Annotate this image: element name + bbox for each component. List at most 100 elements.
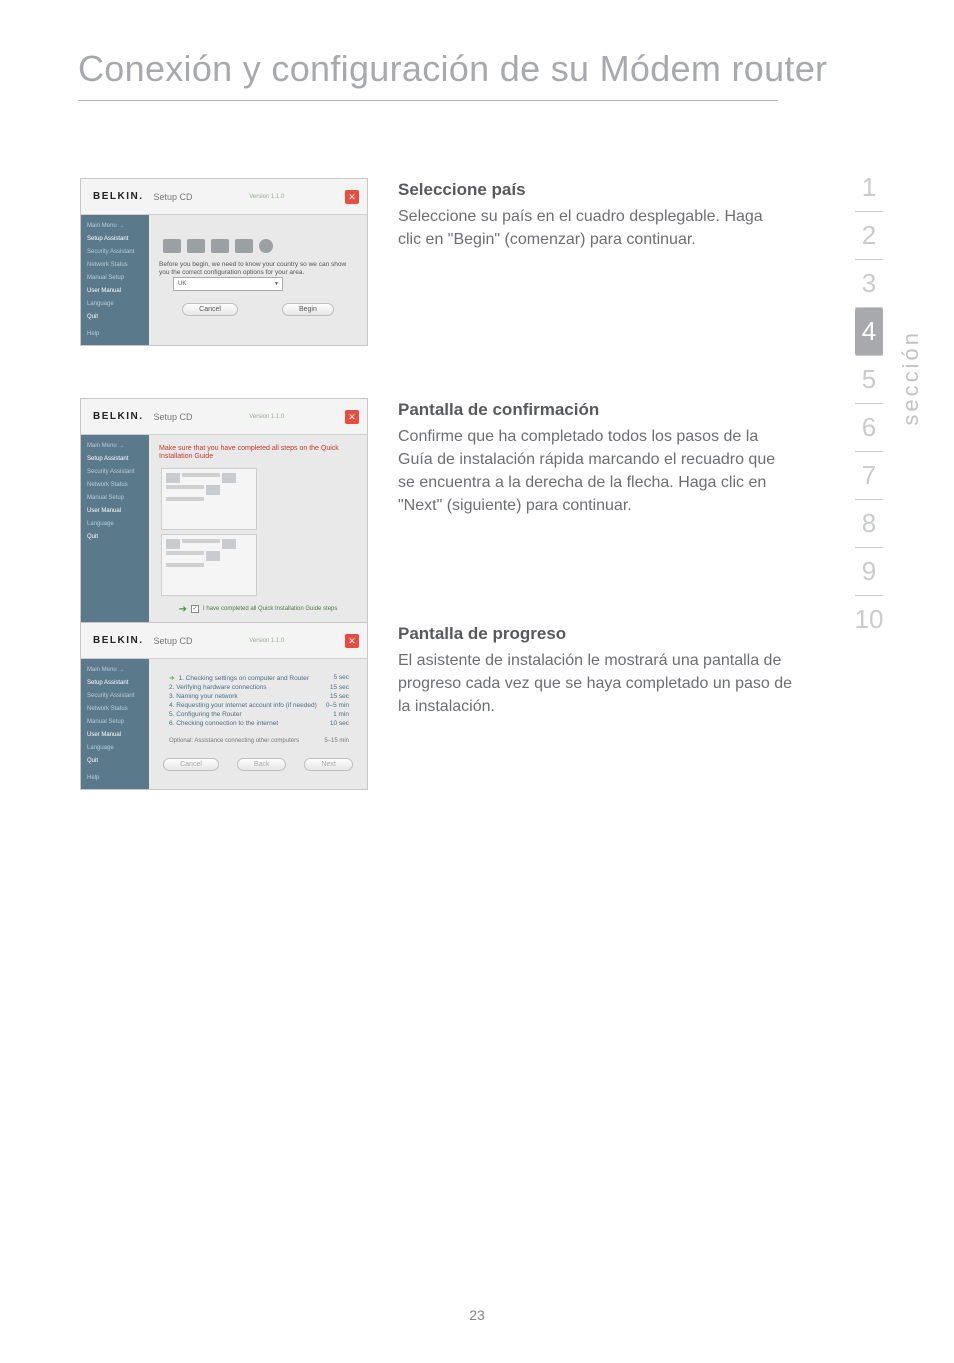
page-title: Conexión y configuración de su Módem rou… — [78, 48, 827, 90]
dialog-main: Before you begin, we need to know your c… — [149, 215, 367, 345]
block-select-country: BELKIN. Setup CD Version 1.1.0 ✕ Main Me… — [80, 178, 788, 346]
sidebar-item-manual[interactable]: User Manual — [87, 288, 143, 294]
dialog-version: Version 1.1.0 — [249, 194, 284, 200]
text-block-3: Pantalla de progreso El asistente de ins… — [398, 622, 808, 790]
nav-3[interactable]: 3 — [852, 260, 886, 307]
sidebar-item[interactable]: Manual Setup — [87, 719, 143, 725]
section-nav: 1 2 3 4 5 6 7 8 9 10 — [852, 164, 886, 643]
belkin-logo: BELKIN. — [93, 191, 144, 202]
progress-row: 6. Checking connection to the internet10… — [169, 719, 357, 728]
sidebar-item-setup[interactable]: Setup Assistant — [87, 680, 143, 686]
dialog-header: BELKIN. Setup CD Version 1.1.0 ✕ — [81, 179, 367, 215]
sidebar-item-quit[interactable]: Quit — [87, 314, 143, 320]
title-rule — [78, 100, 778, 101]
sidebar-item[interactable]: Language — [87, 521, 143, 527]
nav-10[interactable]: 10 — [852, 596, 886, 643]
device-icon — [211, 239, 229, 253]
sidebar-item[interactable]: Security Assistant — [87, 249, 143, 255]
nav-5[interactable]: 5 — [852, 356, 886, 403]
nav-7[interactable]: 7 — [852, 452, 886, 499]
body-text: Confirme que ha completado todos los pas… — [398, 425, 788, 518]
sidebar-item[interactable]: Network Status — [87, 706, 143, 712]
sidebar-item-manual[interactable]: User Manual — [87, 508, 143, 514]
sidebar-item[interactable]: Network Status — [87, 482, 143, 488]
dialog-version: Version 1.1.0 — [249, 414, 284, 420]
country-select[interactable]: UK — [173, 277, 283, 291]
nav-8[interactable]: 8 — [852, 500, 886, 547]
arrow-icon: ➔ — [179, 604, 187, 615]
sidebar-item[interactable]: Main Menu → — [87, 443, 143, 449]
nav-6[interactable]: 6 — [852, 404, 886, 451]
dialog-title: Setup CD — [154, 192, 193, 202]
sidebar-item[interactable]: Security Assistant — [87, 469, 143, 475]
dialog-sidebar: Main Menu → Setup Assistant Security Ass… — [81, 215, 149, 345]
sidebar-help[interactable]: Help — [87, 775, 143, 781]
text-block-2: Pantalla de confirmación Confirme que ha… — [398, 398, 788, 649]
page-number: 23 — [469, 1307, 485, 1323]
progress-optional: Optional: Assistance connecting other co… — [159, 728, 357, 744]
nav-9[interactable]: 9 — [852, 548, 886, 595]
dialog-2: BELKIN. Setup CD Version 1.1.0 ✕ Main Me… — [80, 398, 368, 649]
sidebar-item-quit[interactable]: Quit — [87, 758, 143, 764]
sidebar-item-setup[interactable]: Setup Assistant — [87, 456, 143, 462]
sidebar-item[interactable]: Network Status — [87, 262, 143, 268]
nav-1[interactable]: 1 — [852, 164, 886, 211]
dialog-1: BELKIN. Setup CD Version 1.1.0 ✕ Main Me… — [80, 178, 368, 346]
nav-2[interactable]: 2 — [852, 212, 886, 259]
progress-row: 2. Verifying hardware connections15 sec — [169, 683, 357, 692]
dialog-header: BELKIN. Setup CD Version 1.1.0 ✕ — [81, 623, 367, 659]
guide-thumb — [161, 534, 257, 596]
close-icon[interactable]: ✕ — [345, 410, 359, 424]
guide-thumbs — [159, 466, 357, 598]
dialog-main: Make sure that you have completed all st… — [149, 435, 367, 648]
confirm-checkbox-row[interactable]: ➔ ✓ I have completed all Quick Installat… — [159, 604, 357, 615]
sidebar-item[interactable]: Manual Setup — [87, 275, 143, 281]
heading: Pantalla de progreso — [398, 622, 808, 647]
checkbox[interactable]: ✓ — [191, 605, 199, 613]
heading: Pantalla de confirmación — [398, 398, 788, 423]
checkbox-label: I have completed all Quick Installation … — [203, 606, 337, 612]
cancel-button[interactable]: Cancel — [182, 303, 238, 316]
dialog-version: Version 1.1.0 — [249, 638, 284, 644]
back-button[interactable]: Back — [237, 758, 287, 771]
progress-row: 3. Naming your network15 sec — [169, 692, 357, 701]
guide-thumb — [161, 468, 257, 530]
sidebar-item-manual[interactable]: User Manual — [87, 732, 143, 738]
dialog-note: Before you begin, we need to know your c… — [159, 261, 357, 277]
device-icon — [187, 239, 205, 253]
body-text: Seleccione su país en el cuadro desplega… — [398, 205, 788, 251]
next-button[interactable]: Next — [304, 758, 352, 771]
close-icon[interactable]: ✕ — [345, 190, 359, 204]
sidebar-item[interactable]: Security Assistant — [87, 693, 143, 699]
heading: Seleccione país — [398, 178, 788, 203]
sidebar-item[interactable]: Main Menu → — [87, 223, 143, 229]
begin-button[interactable]: Begin — [282, 303, 334, 316]
globe-icon — [259, 239, 273, 253]
arrow-icon: ➔ — [169, 675, 174, 682]
dialog-title: Setup CD — [154, 636, 193, 646]
progress-list: ➔1. Checking settings on computer and Ro… — [159, 669, 357, 728]
device-icon — [163, 239, 181, 253]
dialog-sidebar: Main Menu → Setup Assistant Security Ass… — [81, 435, 149, 648]
sidebar-item-setup[interactable]: Setup Assistant — [87, 236, 143, 242]
progress-row: 5. Configuring the Router1 min — [169, 710, 357, 719]
dialog-3: BELKIN. Setup CD Version 1.1.0 ✕ Main Me… — [80, 622, 368, 790]
sidebar-help[interactable]: Help — [87, 331, 143, 337]
device-icon — [235, 239, 253, 253]
sidebar-item[interactable]: Language — [87, 301, 143, 307]
sidebar-item[interactable]: Manual Setup — [87, 495, 143, 501]
dialog-sidebar: Main Menu → Setup Assistant Security Ass… — [81, 659, 149, 789]
nav-4-active[interactable]: 4 — [855, 308, 883, 355]
progress-row: ➔1. Checking settings on computer and Ro… — [169, 673, 357, 683]
sidebar-item[interactable]: Language — [87, 745, 143, 751]
dialog-main: ➔1. Checking settings on computer and Ro… — [149, 659, 367, 789]
sidebar-item-quit[interactable]: Quit — [87, 534, 143, 540]
dialog-title: Setup CD — [154, 412, 193, 422]
belkin-logo: BELKIN. — [93, 635, 144, 646]
text-block-1: Seleccione país Seleccione su país en el… — [398, 178, 788, 346]
red-headline: Make sure that you have completed all st… — [159, 445, 357, 462]
sidebar-item[interactable]: Main Menu → — [87, 667, 143, 673]
cancel-button[interactable]: Cancel — [163, 758, 219, 771]
section-label: sección — [898, 330, 924, 426]
close-icon[interactable]: ✕ — [345, 634, 359, 648]
